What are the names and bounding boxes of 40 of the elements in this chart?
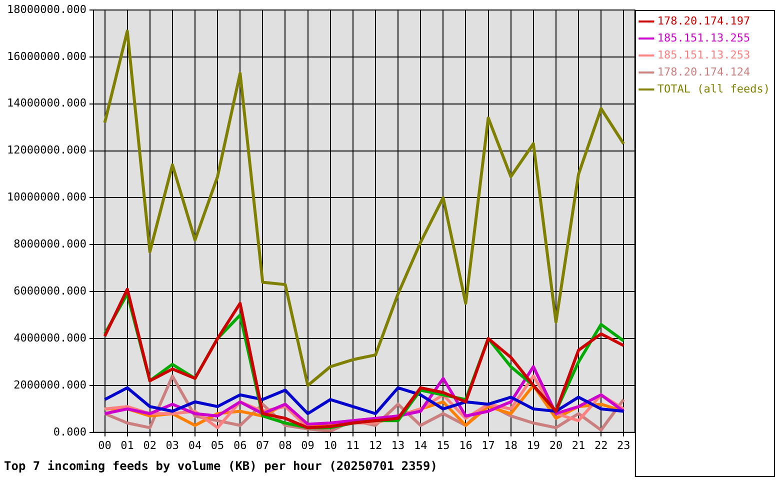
- text: Top 7 incoming feeds by volume (KB) per hour (20250701 2359): [4, 458, 438, 473]
- x-tick-label: 10: [324, 438, 337, 452]
- x-tick-label: 23: [617, 438, 630, 452]
- x-tick-label: 02: [143, 438, 156, 452]
- x-tick-label: 16: [459, 438, 472, 452]
- x-tick-label: 07: [256, 438, 270, 452]
- y-tick-label: 8000000.000: [14, 238, 86, 251]
- y-tick-label: 10000000.000: [6, 190, 86, 204]
- legend-label: 178.20.174.197: [657, 14, 750, 28]
- x-tick-label: 15: [436, 438, 450, 452]
- x-tick-label: 04: [188, 438, 202, 452]
- legend-label: 185.151.13.253: [657, 48, 750, 62]
- y-tick-label: 4000000.000: [14, 331, 86, 344]
- y-tick-label: 0.000: [53, 425, 86, 438]
- x-tick-label: 21: [572, 438, 586, 452]
- x-tick-label: 08: [278, 438, 292, 452]
- x-tick-label: 14: [414, 438, 428, 452]
- x-tick-label: 20: [549, 438, 563, 452]
- x-tick-label: 17: [482, 438, 495, 452]
- y-tick-label: 2000000.000: [14, 378, 86, 392]
- x-tick-label: 09: [301, 438, 314, 452]
- x-tick-label: 22: [594, 438, 608, 452]
- x-tick-label: 19: [526, 438, 540, 452]
- y-tick-label: 12000000.000: [6, 144, 86, 157]
- y-tick-label: 18000000.000: [6, 2, 86, 16]
- legend-label: 178.20.174.124: [657, 65, 751, 78]
- legend-label: 185.151.13.255: [657, 31, 750, 44]
- x-tick-label: 00: [98, 438, 112, 452]
- legend-label: TOTAL (all feeds): [657, 82, 770, 96]
- x-tick-label: 03: [166, 438, 180, 452]
- x-tick-label: 12: [368, 438, 382, 452]
- x-tick-label: 06: [233, 438, 247, 452]
- y-tick-label: 6000000.000: [14, 284, 86, 298]
- x-tick-label: 18: [504, 438, 518, 452]
- x-tick-label: 11: [346, 438, 360, 452]
- x-tick-label: 05: [210, 438, 224, 452]
- y-tick-label: 14000000.000: [6, 96, 86, 110]
- x-tick-label: 01: [120, 438, 134, 452]
- y-tick-label: 16000000.000: [6, 50, 86, 63]
- x-tick-label: 13: [391, 438, 405, 452]
